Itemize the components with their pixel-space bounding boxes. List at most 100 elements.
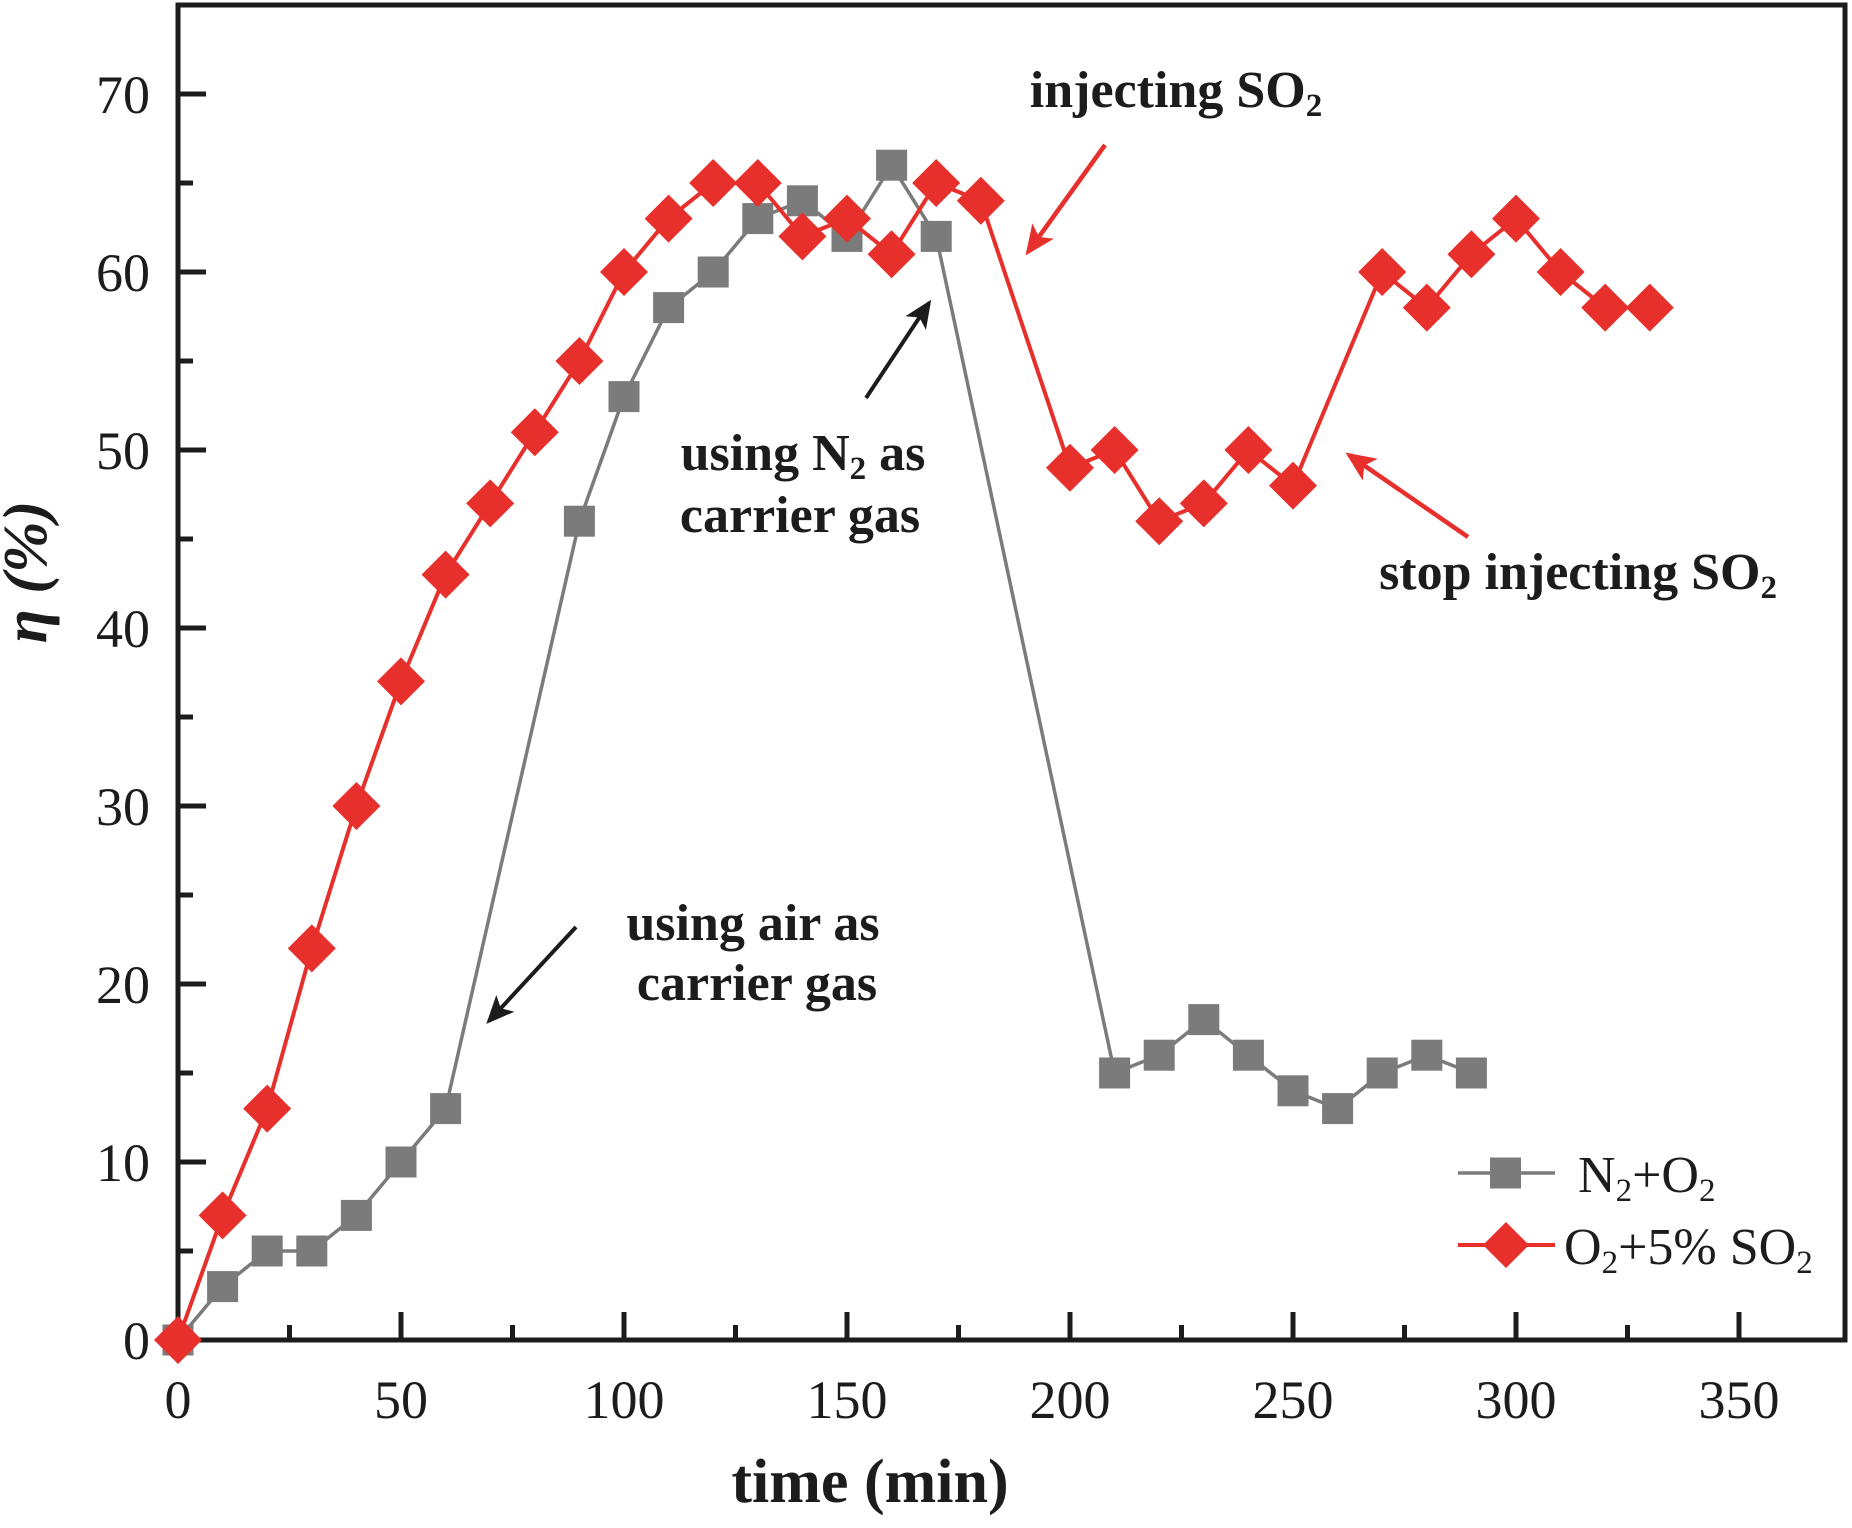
annotation-using-air-line2: carrier gas [637, 955, 877, 1012]
data-point-square [1099, 1057, 1131, 1089]
data-point-diamond [243, 1084, 292, 1133]
data-point-square [207, 1271, 239, 1303]
data-series [154, 149, 1674, 1364]
annotation-using-n2: using N2 as carrier gas [680, 299, 932, 544]
y-tick-label: 70 [96, 65, 150, 125]
data-point-square [1455, 1057, 1487, 1089]
data-point-diamond [1358, 248, 1407, 296]
data-point-square [786, 185, 818, 217]
data-point-diamond [1625, 283, 1674, 332]
data-point-square [1322, 1093, 1354, 1125]
data-point-square [608, 381, 640, 413]
y-tick-label: 60 [96, 243, 150, 303]
y-axis-title: η (%) [0, 501, 60, 643]
annotation-stop-injecting-so2-arrow [1345, 452, 1470, 539]
data-point-diamond [733, 159, 782, 207]
x-tick-label: 150 [807, 1370, 888, 1430]
data-point-square [742, 203, 774, 235]
data-point-square [1411, 1039, 1443, 1071]
data-point-square [340, 1199, 372, 1231]
y-tick-label: 0 [123, 1311, 150, 1371]
data-point-diamond [198, 1191, 247, 1240]
data-point-diamond [421, 550, 470, 599]
legend-diamond-marker [1483, 1222, 1529, 1268]
annotation-using-n2-arrow [864, 299, 932, 400]
data-point-diamond [1224, 426, 1273, 474]
data-point-square [920, 220, 952, 252]
data-point-diamond [644, 194, 693, 243]
series-n2-o2 [162, 149, 1487, 1356]
data-point-diamond [510, 408, 559, 457]
annotation-using-n2-line2: carrier gas [680, 487, 920, 544]
annotation-using-air-arrow [486, 925, 578, 1024]
data-point-square [1277, 1075, 1309, 1107]
x-axis-title: time (min) [731, 1448, 1008, 1516]
y-tick-label: 10 [96, 1133, 150, 1193]
data-point-diamond [1581, 283, 1630, 332]
x-tick-label: 350 [1699, 1370, 1780, 1430]
data-point-diamond [377, 657, 425, 706]
legend-entry-o2-so2: O2+5% SO2 [1458, 1219, 1813, 1281]
legend-label-n2-o2: N2+O2 [1578, 1147, 1715, 1209]
x-tick-label: 300 [1476, 1370, 1557, 1430]
annotation-using-air-line1: using air as [626, 895, 879, 952]
data-point-square [1143, 1039, 1175, 1071]
data-point-diamond [1135, 497, 1184, 546]
data-point-square [430, 1093, 462, 1125]
data-point-diamond [823, 194, 871, 243]
annotation-stop-injecting-so2-text: stop injecting SO2 [1379, 544, 1777, 606]
legend-entry-n2-o2: N2+O2 [1458, 1147, 1715, 1209]
data-point-diamond [287, 924, 336, 973]
annotation-injecting-so2-arrow [1025, 143, 1107, 256]
data-point-diamond [1492, 194, 1540, 243]
data-point-square [1188, 1004, 1220, 1036]
x-tick-label: 250 [1253, 1370, 1334, 1430]
legend-label-o2-so2: O2+5% SO2 [1564, 1219, 1813, 1281]
x-tick-label: 50 [374, 1370, 428, 1430]
axis-tick-labels: 0 50 100 150 200 250 300 350 0 10 20 30 40 50 60 70 [96, 65, 1780, 1430]
data-point-diamond [956, 176, 1005, 225]
data-point-diamond [778, 212, 827, 261]
data-point-diamond [332, 782, 381, 830]
annotation-injecting-so2-text: injecting SO2 [1030, 62, 1322, 124]
x-tick-label: 0 [165, 1370, 192, 1430]
legend: N2+O2 O2+5% SO2 [1458, 1147, 1813, 1281]
series-line [176, 161, 1473, 1342]
series-o2-so2 [154, 159, 1674, 1364]
data-point-diamond [1269, 461, 1317, 510]
data-point-diamond [154, 1316, 202, 1364]
annotation-using-n2-line1: using N2 as [681, 425, 926, 487]
axis-ticks [175, 91, 1742, 1343]
legend-square-marker [1490, 1157, 1521, 1189]
data-point-diamond [1402, 283, 1451, 332]
data-point-square [296, 1235, 328, 1267]
data-point-diamond [867, 230, 916, 279]
data-point-diamond [1090, 426, 1139, 474]
data-point-diamond [1179, 479, 1228, 528]
plot-frame [175, 2, 1848, 1343]
data-point-diamond [912, 159, 961, 207]
x-tick-label: 100 [584, 1370, 665, 1430]
data-point-square [876, 149, 908, 181]
data-point-square [697, 256, 729, 288]
annotation-injecting-so2: injecting SO2 [1025, 62, 1322, 256]
data-point-diamond [600, 248, 648, 296]
data-point-diamond [555, 337, 604, 385]
data-point-square [1232, 1039, 1264, 1071]
y-tick-label: 50 [96, 421, 150, 481]
data-point-square [251, 1235, 283, 1267]
data-point-diamond [466, 479, 515, 528]
data-point-diamond [689, 159, 738, 207]
y-tick-label: 20 [96, 955, 150, 1015]
annotation-using-air: using air as carrier gas [486, 895, 880, 1024]
data-point-diamond [1447, 230, 1496, 279]
data-point-square [563, 505, 595, 537]
annotation-stop-injecting-so2: stop injecting SO2 [1345, 452, 1777, 606]
y-tick-label: 30 [96, 777, 150, 837]
data-point-diamond [1536, 248, 1585, 296]
data-point-square [653, 292, 685, 324]
data-point-square [1366, 1057, 1398, 1089]
data-point-square [385, 1146, 417, 1178]
